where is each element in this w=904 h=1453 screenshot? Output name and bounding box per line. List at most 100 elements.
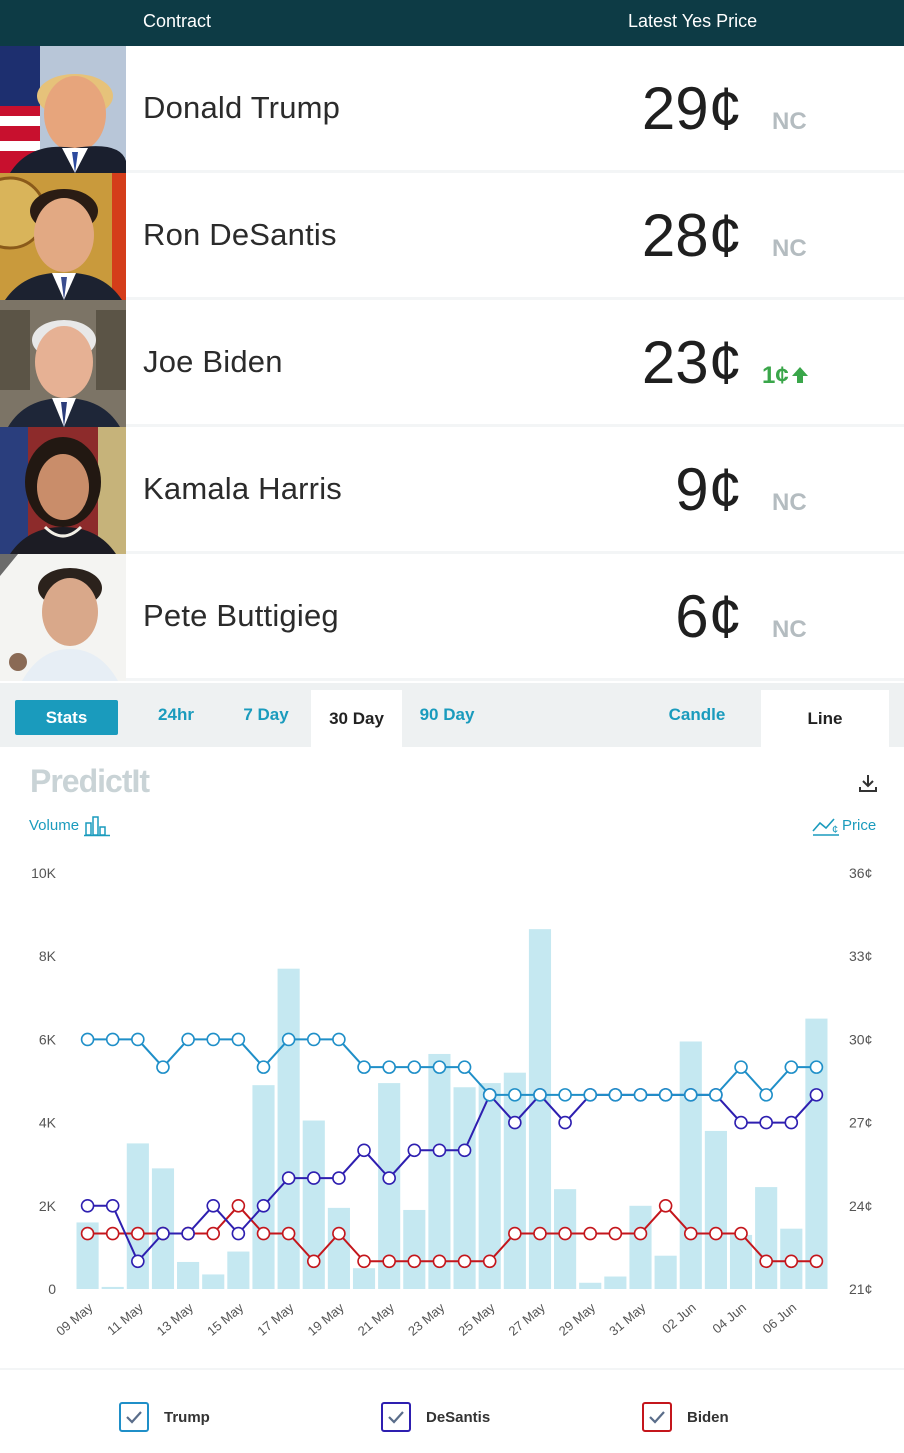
data-point-biden bbox=[281, 1226, 296, 1241]
tab-24hr[interactable]: 24hr bbox=[158, 705, 194, 724]
data-point-biden bbox=[231, 1198, 246, 1213]
data-point-trump bbox=[181, 1032, 195, 1047]
x-axis-tick-label: 04 Jun bbox=[709, 1300, 749, 1337]
data-point-trump bbox=[332, 1032, 346, 1047]
data-point-trump bbox=[432, 1060, 447, 1074]
data-point-desantis bbox=[432, 1143, 447, 1158]
bar-chart-icon bbox=[84, 816, 110, 837]
price-volume-chart: 0 2K 4K 6K 8K 10K 21¢ 24¢ 27¢ 30¢ 33¢ 36¢ 09 May 11 M… bbox=[31, 865, 872, 1339]
data-point-trump bbox=[809, 1060, 824, 1074]
contract-row-buttigieg[interactable]: Pete Buttigieg 6¢ NC bbox=[0, 554, 904, 681]
data-point-desantis bbox=[231, 1226, 246, 1241]
volume-axis-label: Volume bbox=[29, 817, 80, 834]
volume-bar bbox=[101, 1286, 124, 1289]
data-point-trump bbox=[683, 1088, 698, 1102]
data-point-desantis bbox=[131, 1254, 145, 1269]
download-icon[interactable] bbox=[858, 773, 878, 793]
data-point-desantis bbox=[809, 1088, 824, 1102]
right-axis-tick-label: 21¢ bbox=[849, 1281, 872, 1297]
volume-bar bbox=[805, 1018, 828, 1289]
volume-bar bbox=[378, 1083, 401, 1289]
checkbox-trump[interactable] bbox=[119, 1402, 149, 1432]
predictit-logo: PredictIt bbox=[30, 763, 150, 799]
data-point-trump bbox=[482, 1088, 497, 1102]
x-axis-tick-label: 23 May bbox=[405, 1299, 448, 1338]
tab-candle[interactable]: Candle bbox=[668, 705, 726, 724]
data-point-biden bbox=[683, 1226, 698, 1241]
data-point-desantis bbox=[558, 1115, 572, 1130]
arrow-up-icon bbox=[791, 367, 808, 383]
data-point-biden bbox=[105, 1226, 120, 1241]
right-axis-tick-label: 30¢ bbox=[849, 1031, 872, 1047]
x-axis-tick-label: 31 May bbox=[606, 1299, 649, 1338]
tab-line[interactable]: Line bbox=[761, 690, 889, 747]
data-point-desantis bbox=[181, 1226, 195, 1241]
contract-name[interactable]: Kamala Harris bbox=[143, 471, 342, 506]
tab-90-day[interactable]: 90 Day bbox=[419, 705, 475, 724]
volume-bar bbox=[202, 1274, 225, 1289]
volume-bar bbox=[126, 1143, 149, 1289]
x-axis-tick-label: 13 May bbox=[154, 1299, 197, 1338]
volume-bar bbox=[503, 1072, 526, 1289]
right-axis-tick-label: 33¢ bbox=[849, 948, 872, 964]
contract-price: 9¢ bbox=[675, 456, 742, 523]
volume-bar bbox=[277, 968, 300, 1289]
contract-name[interactable]: Pete Buttigieg bbox=[143, 598, 339, 633]
contract-list: Donald Trump 29¢ NC Ron DeSantis 28¢ NC bbox=[0, 46, 904, 681]
avatar-desantis bbox=[0, 173, 126, 300]
data-point-biden bbox=[784, 1254, 799, 1269]
data-point-desantis bbox=[306, 1171, 321, 1185]
data-point-trump bbox=[231, 1032, 246, 1047]
x-axis-tick-label: 19 May bbox=[305, 1299, 348, 1338]
chart-legend: Trump DeSantis Biden bbox=[0, 1368, 904, 1453]
x-axis-tick-label: 21 May bbox=[355, 1299, 398, 1338]
price-change: NC bbox=[772, 235, 807, 262]
check-icon bbox=[126, 1411, 142, 1424]
x-axis-tick-label: 17 May bbox=[254, 1299, 297, 1338]
data-point-biden bbox=[583, 1226, 598, 1241]
data-point-trump bbox=[558, 1088, 572, 1102]
volume-bar bbox=[227, 1251, 250, 1289]
volume-bar bbox=[403, 1209, 426, 1289]
data-point-trump bbox=[357, 1060, 371, 1074]
data-point-trump bbox=[709, 1088, 723, 1102]
data-point-desantis bbox=[332, 1171, 346, 1185]
checkbox-desantis[interactable] bbox=[381, 1402, 411, 1432]
volume-bar bbox=[428, 1053, 451, 1289]
volume-bar bbox=[302, 1120, 325, 1289]
data-point-desantis bbox=[105, 1198, 120, 1213]
data-point-desantis bbox=[80, 1198, 95, 1213]
chart-panel: PredictIt Volume ¢ Price 0 2K 4K 6K 8K 10K 21¢… bbox=[0, 747, 904, 1453]
data-point-biden bbox=[432, 1254, 447, 1269]
contract-row-trump[interactable]: Donald Trump 29¢ NC bbox=[0, 46, 904, 173]
tab-7-day[interactable]: 7 Day bbox=[243, 705, 289, 724]
contract-name[interactable]: Joe Biden bbox=[143, 344, 283, 379]
tab-30-day[interactable]: 30 Day bbox=[311, 690, 402, 747]
data-point-trump bbox=[105, 1032, 120, 1047]
x-axis-tick-label: 11 May bbox=[104, 1299, 146, 1338]
data-point-biden bbox=[382, 1254, 396, 1269]
x-axis-tick-label: 09 May bbox=[53, 1299, 96, 1338]
data-point-desantis bbox=[759, 1115, 773, 1130]
contract-row-harris[interactable]: Kamala Harris 9¢ NC bbox=[0, 427, 904, 554]
data-point-biden bbox=[633, 1226, 648, 1241]
table-header: Contract Latest Yes Price bbox=[0, 0, 904, 46]
volume-bar bbox=[252, 1085, 275, 1289]
contract-column-header: Contract bbox=[143, 11, 212, 31]
contract-row-desantis[interactable]: Ron DeSantis 28¢ NC bbox=[0, 173, 904, 300]
contract-name[interactable]: Ron DeSantis bbox=[143, 217, 337, 252]
right-axis-tick-label: 36¢ bbox=[849, 865, 872, 881]
data-point-biden bbox=[734, 1226, 748, 1241]
data-point-trump bbox=[658, 1088, 673, 1102]
data-point-biden bbox=[206, 1226, 221, 1241]
data-point-trump bbox=[583, 1088, 598, 1102]
tab-stats[interactable]: Stats bbox=[15, 700, 118, 735]
contract-row-biden[interactable]: Joe Biden 23¢ 1¢ bbox=[0, 300, 904, 427]
data-point-trump bbox=[80, 1032, 95, 1047]
volume-bar bbox=[679, 1041, 702, 1289]
volume-bar bbox=[579, 1282, 602, 1289]
data-point-biden bbox=[533, 1226, 547, 1241]
volume-bar bbox=[654, 1255, 677, 1289]
contract-name[interactable]: Donald Trump bbox=[143, 90, 341, 125]
checkbox-biden[interactable] bbox=[642, 1402, 672, 1432]
